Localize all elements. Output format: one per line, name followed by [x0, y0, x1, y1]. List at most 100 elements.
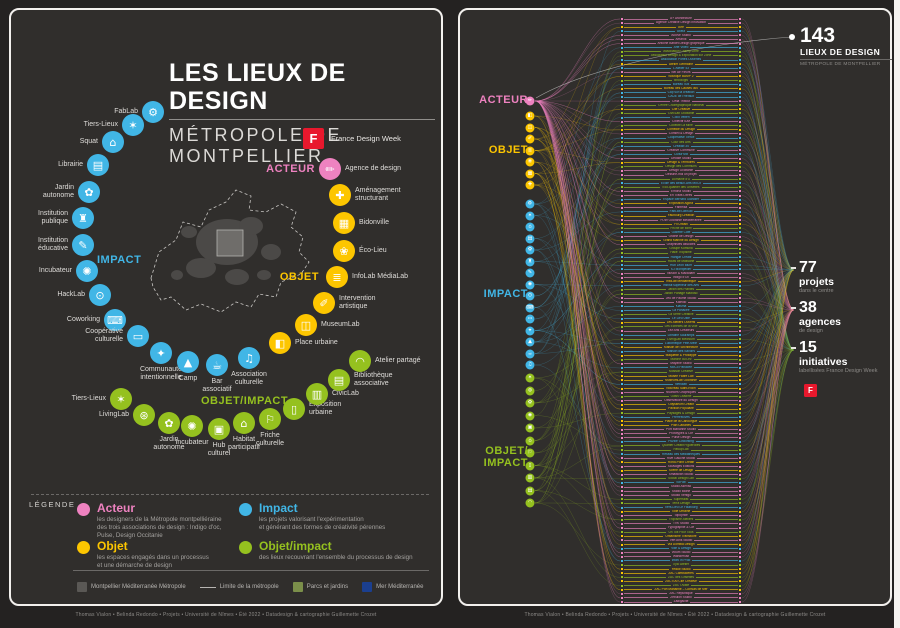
- link-curve: [741, 236, 795, 311]
- link-curve: [534, 115, 621, 131]
- node-place-urbaine-icon: ◧: [525, 111, 535, 121]
- row-label: Bureau des Causes 360: [663, 87, 699, 91]
- row-dash: [624, 244, 665, 246]
- row-dash: [624, 416, 671, 418]
- row-dash: [624, 88, 662, 90]
- row-dash: [691, 416, 739, 418]
- row-dash: [707, 22, 738, 24]
- legend-desc-objet: les espaces engagés dans un processus et…: [97, 554, 209, 570]
- link-curve: [741, 302, 795, 311]
- link-curve: [741, 349, 795, 447]
- row-label: Quartier Créatif Figuerolles: [661, 444, 701, 448]
- link-curve: [741, 269, 795, 287]
- link-curve: [534, 249, 621, 562]
- link-curve: [534, 341, 621, 369]
- glyph-icon: ⊛: [527, 387, 533, 393]
- link-curve: [534, 127, 621, 381]
- row-dot-icon: [621, 34, 623, 37]
- link-curve: [534, 307, 621, 549]
- row-dot-icon: [739, 486, 742, 489]
- link-curve: [741, 309, 795, 595]
- link-curve: [741, 309, 795, 496]
- row-dot-icon: [621, 510, 623, 513]
- row-dot-icon: [739, 116, 742, 119]
- link-curve: [741, 277, 795, 311]
- row-dash: [624, 273, 666, 275]
- row-dot-icon: [739, 453, 742, 456]
- row-dash: [624, 515, 673, 517]
- glyph-icon: ▲: [528, 338, 532, 345]
- lieu-label: Institution éducative: [38, 236, 68, 252]
- row-label: Xylo Atelier: [673, 563, 689, 567]
- network-row-creative-commune: Creative Commune: [621, 148, 741, 152]
- row-dash: [685, 26, 739, 28]
- link-curve: [534, 100, 621, 221]
- stat-tick-icon: [791, 347, 796, 349]
- row-dot-icon: [739, 354, 741, 357]
- row-label: InfoLab Médiathèque: [666, 280, 696, 284]
- lieu-label: Squat: [79, 137, 98, 145]
- glyph-icon: ◧: [527, 112, 533, 119]
- row-dash: [624, 281, 665, 283]
- link-curve: [534, 109, 621, 186]
- glyph-icon: ◫: [300, 318, 312, 332]
- glyph-icon: ▤: [527, 235, 533, 241]
- legend-title-impact: Impact: [259, 501, 298, 515]
- link-curve: [741, 92, 795, 351]
- row-dash: [624, 30, 676, 32]
- link-curve: [534, 138, 621, 410]
- row-dot-icon: [621, 543, 623, 546]
- link-curve: [534, 117, 621, 308]
- row-dash: [624, 449, 672, 451]
- row-label: LivingLab MedNum: [667, 337, 695, 341]
- row-dot-icon: [621, 54, 623, 57]
- row-dash: [696, 92, 739, 94]
- link-curve: [535, 36, 793, 99]
- row-dash: [694, 211, 738, 213]
- link-curve: [741, 349, 795, 451]
- link-curve: [534, 43, 621, 102]
- row-label: Réseau des Médiathèques: [662, 452, 700, 456]
- network-row-fablab-labsud: FabLab LabSud: [621, 210, 741, 214]
- network-row-design-territoires: Design & Territoires: [621, 161, 742, 165]
- link-curve: [534, 100, 621, 529]
- row-dot-icon: [739, 165, 742, 168]
- row-dash: [692, 511, 739, 513]
- row-dash: [624, 153, 672, 155]
- row-label: École des Beaux-Arts MoCo: [660, 181, 702, 185]
- network-row-observatoire-du-design: Observatoire du Design: [621, 399, 741, 403]
- row-dot-icon: [739, 239, 741, 242]
- row-dot-icon: [739, 182, 742, 185]
- livinglab-icon: ⊛: [133, 404, 155, 426]
- row-dot-icon: [739, 50, 741, 53]
- row-dot-icon: [621, 449, 623, 452]
- stat-label: initiatives: [799, 356, 848, 368]
- link-curve: [534, 465, 621, 521]
- link-curve: [741, 314, 795, 351]
- link-curve: [534, 115, 621, 545]
- row-dot-icon: [739, 186, 741, 189]
- link-curve: [534, 100, 621, 151]
- row-dot-icon: [621, 309, 623, 312]
- row-label: MuseumLab Occitanie: [665, 378, 697, 382]
- row-dash: [624, 568, 670, 570]
- row-dash: [624, 457, 665, 459]
- network-row-paysages-design: Paysages & Design: [621, 411, 742, 415]
- row-dot-icon: [739, 169, 742, 172]
- row-dash: [624, 92, 666, 94]
- row-dash: [624, 474, 667, 476]
- row-dot-icon: [739, 132, 742, 135]
- lieu-place-urbaine: ◧ Place urbaine: [269, 332, 338, 354]
- row-dot-icon: [739, 531, 742, 534]
- row-dash: [694, 539, 739, 541]
- row-dash: [692, 121, 739, 123]
- row-label: Dessine-moi un projet: [665, 173, 697, 177]
- lieu-camp: ▲ Camp: [177, 351, 199, 382]
- row-dot-icon: [739, 514, 741, 517]
- row-dot-icon: [739, 120, 742, 123]
- row-label: ZAC des Grisettes: [667, 575, 695, 579]
- row-dash: [713, 55, 739, 57]
- map-legend-item-parcs-et-jardins: Parcs et jardins: [292, 582, 348, 592]
- row-dash: [699, 326, 739, 328]
- row-dash: [624, 39, 674, 41]
